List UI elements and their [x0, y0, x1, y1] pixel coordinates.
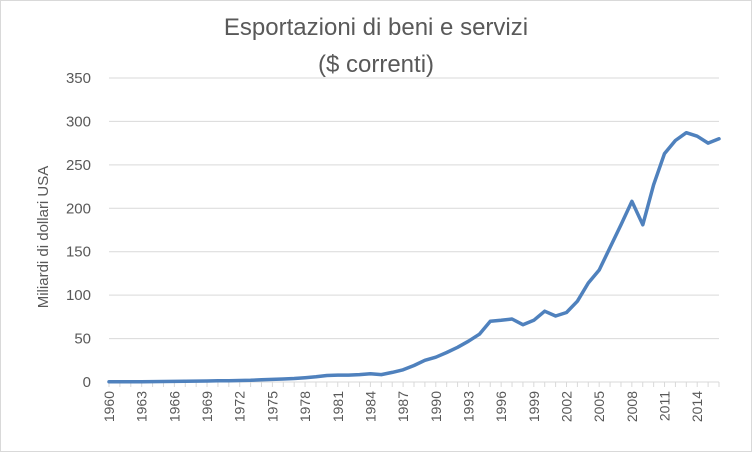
x-tick-label: 2002 [559, 391, 575, 422]
series-line [107, 130, 721, 384]
x-tick-label: 2014 [689, 391, 705, 422]
x-tick-label: 1978 [297, 391, 313, 422]
x-tick-label: 1975 [264, 391, 280, 422]
y-tick-label: 200 [66, 200, 91, 217]
chart-subtitle: ($ correnti) [317, 51, 435, 78]
x-tick-label: 2005 [591, 391, 607, 422]
x-tick-label: 1966 [166, 391, 182, 422]
gridlines [109, 77, 719, 340]
x-tick-label: 1993 [460, 391, 476, 422]
x-tick-label: 1999 [526, 391, 542, 422]
x-tick-label: 1981 [330, 391, 346, 422]
y-axis-ticks: 0 50 100 150 200 250 300 350 [66, 70, 91, 391]
x-tick-label: 1984 [362, 391, 378, 422]
x-tick-label: 1996 [493, 391, 509, 422]
x-tick-label: 2011 [657, 391, 673, 421]
y-tick-label: 300 [66, 113, 91, 130]
x-tick-label: 1963 [134, 391, 150, 422]
y-tick-label: 150 [66, 244, 91, 261]
y-tick-label: 250 [66, 157, 91, 174]
y-tick-label: 50 [74, 331, 91, 348]
y-tick-label: 0 [83, 374, 91, 391]
x-tick-label: 1960 [101, 391, 117, 422]
x-tick-label: 1990 [428, 391, 444, 422]
y-axis-label: Miliardi di dollari USA [35, 166, 52, 309]
y-tick-label: 100 [66, 287, 91, 304]
x-axis-ticks: 1960 1963 1966 1969 1972 1975 1978 1981 1984 1987… [101, 391, 705, 422]
y-tick-label: 350 [66, 70, 91, 87]
x-tick-label: 2008 [624, 391, 640, 422]
series-layer [107, 130, 721, 384]
chart-title: Esportazioni di beni e servizi [223, 14, 529, 41]
x-tick-label: 1987 [395, 391, 411, 422]
x-tick-label: 1969 [199, 391, 215, 422]
x-tick-label: 1972 [232, 391, 248, 422]
